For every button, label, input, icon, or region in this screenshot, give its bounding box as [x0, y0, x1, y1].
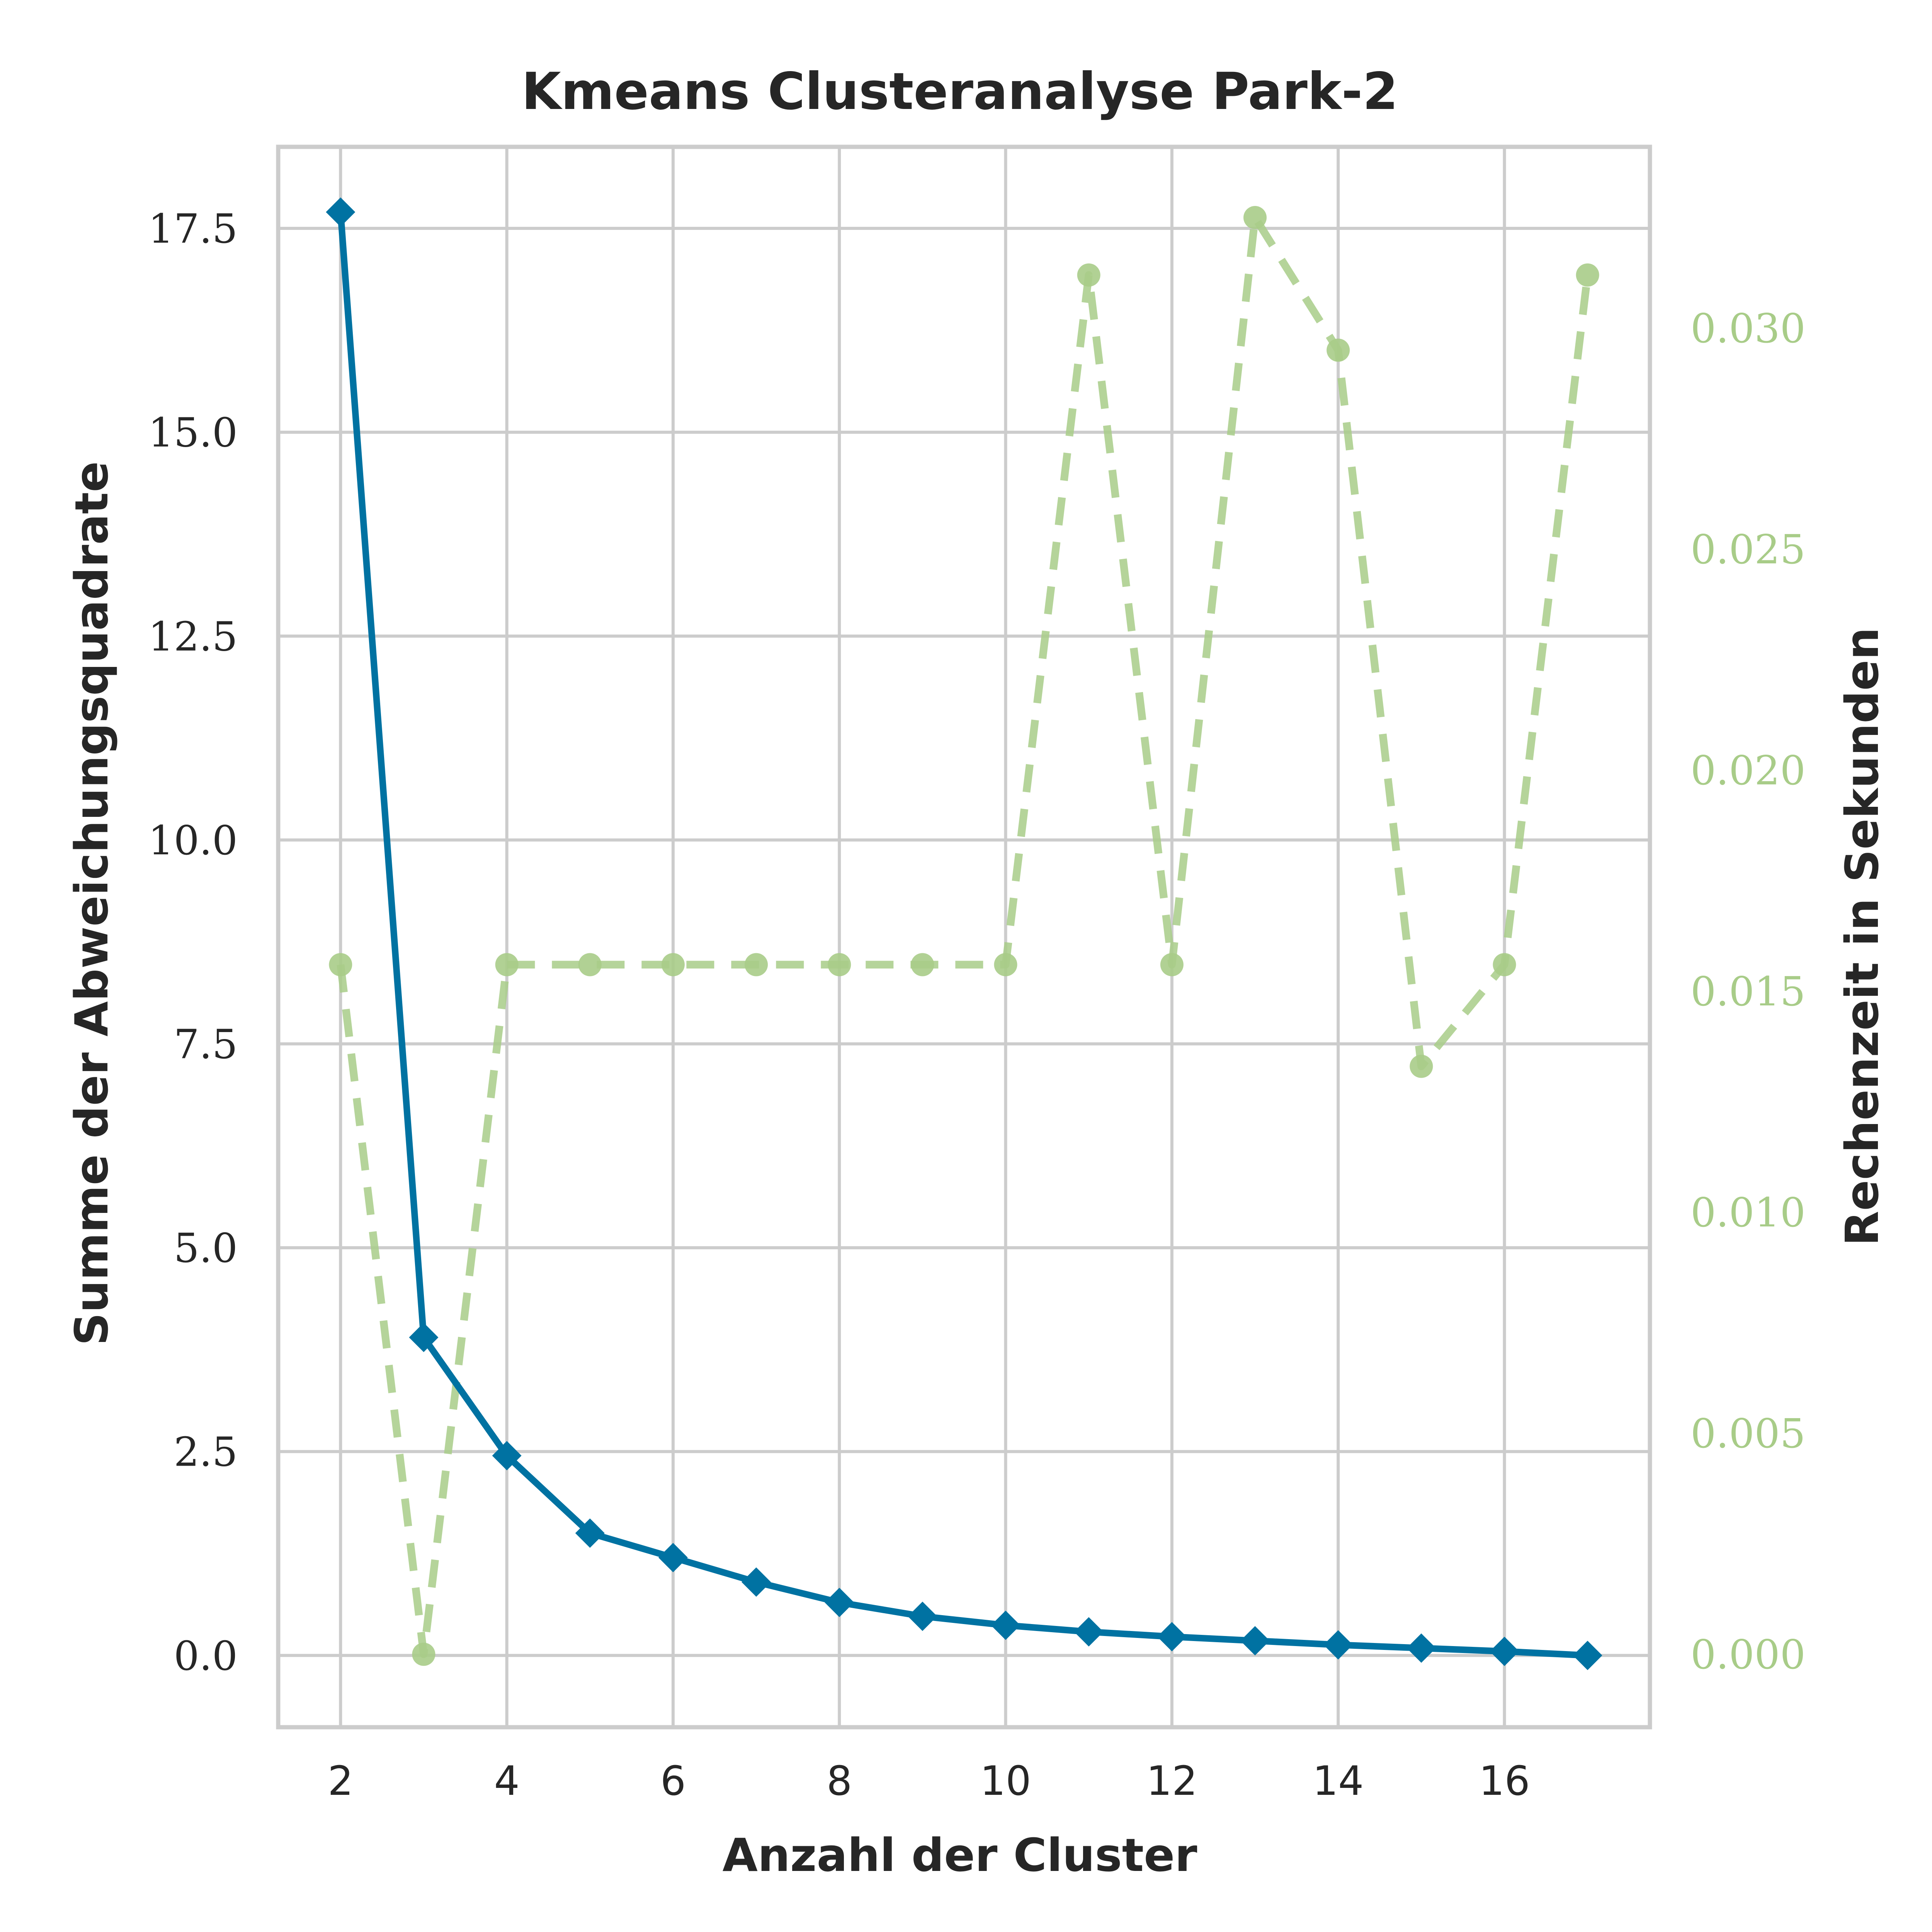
data-point-circle	[495, 953, 519, 976]
data-point-diamond	[1323, 1630, 1353, 1660]
data-point-diamond	[492, 1441, 522, 1471]
x-tick-label: 8	[827, 1757, 852, 1804]
y-tick-label: 0.0	[174, 1632, 238, 1679]
data-point-diamond	[326, 197, 355, 227]
data-point-diamond	[1406, 1633, 1436, 1663]
x-axis-label: Anzahl der Cluster	[723, 1828, 1197, 1882]
x-tick-label: 16	[1479, 1757, 1530, 1804]
y-tick-label: 7.5	[174, 1020, 238, 1068]
x-tick-label: 4	[494, 1757, 520, 1804]
data-point-diamond	[742, 1567, 771, 1597]
y2-axis-label: Rechenzeit in Sekunden	[1835, 627, 1889, 1246]
data-point-circle	[412, 1643, 435, 1666]
data-point-circle	[661, 953, 685, 976]
x-tick-label: 6	[660, 1757, 686, 1804]
grid-lines	[278, 147, 1650, 1727]
data-point-circle	[745, 953, 768, 976]
y2-tick-label: 0.030	[1690, 305, 1806, 352]
y-tick-label: 12.5	[148, 613, 238, 660]
x-tick-label: 14	[1313, 1757, 1364, 1804]
x-tick-labels: 2 4 6 8 10 12 14 16	[328, 1757, 1530, 1804]
y2-tick-labels: 0.000 0.005 0.010 0.015 0.020 0.025 0.030	[1690, 305, 1806, 1678]
y-tick-label: 17.5	[148, 205, 238, 252]
data-point-circle	[1160, 953, 1184, 976]
series-line-rechenzeit	[337, 214, 1592, 1658]
series-points	[326, 197, 1602, 1670]
data-point-diamond	[1157, 1622, 1187, 1651]
data-point-circle	[1327, 338, 1350, 362]
y-axis-label: Summe der Abweichungsquadrate	[65, 461, 118, 1346]
plot-frame	[276, 145, 1652, 1730]
y-tick-label: 10.0	[148, 817, 238, 864]
y-tick-label: 15.0	[148, 409, 238, 456]
data-point-diamond	[575, 1518, 605, 1548]
y2-tick-label: 0.025	[1690, 526, 1806, 573]
data-point-diamond	[409, 1323, 439, 1352]
data-point-diamond	[1240, 1626, 1270, 1656]
data-point-circle	[828, 953, 851, 976]
data-point-circle	[1493, 953, 1516, 976]
data-point-circle	[1410, 1054, 1433, 1078]
y2-tick-label: 0.015	[1690, 968, 1806, 1015]
data-point-diamond	[658, 1543, 688, 1573]
y-tick-labels: 0.0 2.5 5.0 7.5 10.0 12.5 15.0 17.5	[148, 205, 238, 1679]
data-point-circle	[1576, 263, 1599, 287]
y-tick-label: 5.0	[174, 1225, 238, 1272]
data-point-circle	[1077, 263, 1100, 287]
data-point-circle	[329, 953, 352, 976]
series-line-abweichungsquadrate	[337, 209, 1591, 1659]
data-point-diamond	[1573, 1641, 1602, 1670]
data-point-circle	[1243, 206, 1267, 230]
y2-tick-label: 0.020	[1690, 747, 1806, 794]
y-tick-label: 2.5	[174, 1429, 238, 1476]
data-point-circle	[578, 953, 602, 976]
x-tick-label: 10	[980, 1757, 1031, 1804]
y2-tick-label: 0.005	[1690, 1410, 1806, 1457]
data-point-diamond	[825, 1588, 854, 1617]
data-point-circle	[911, 953, 934, 976]
data-point-diamond	[1074, 1617, 1104, 1647]
data-point-diamond	[908, 1601, 937, 1631]
series-lines	[337, 209, 1592, 1659]
x-tick-label: 12	[1146, 1757, 1197, 1804]
data-point-diamond	[1490, 1636, 1519, 1666]
data-point-diamond	[991, 1611, 1020, 1640]
data-point-circle	[994, 953, 1017, 976]
x-tick-label: 2	[328, 1757, 353, 1804]
chart-title: Kmeans Clusteranalyse Park-2	[522, 62, 1398, 121]
y2-tick-label: 0.000	[1690, 1631, 1806, 1678]
y2-tick-label: 0.010	[1690, 1189, 1806, 1236]
